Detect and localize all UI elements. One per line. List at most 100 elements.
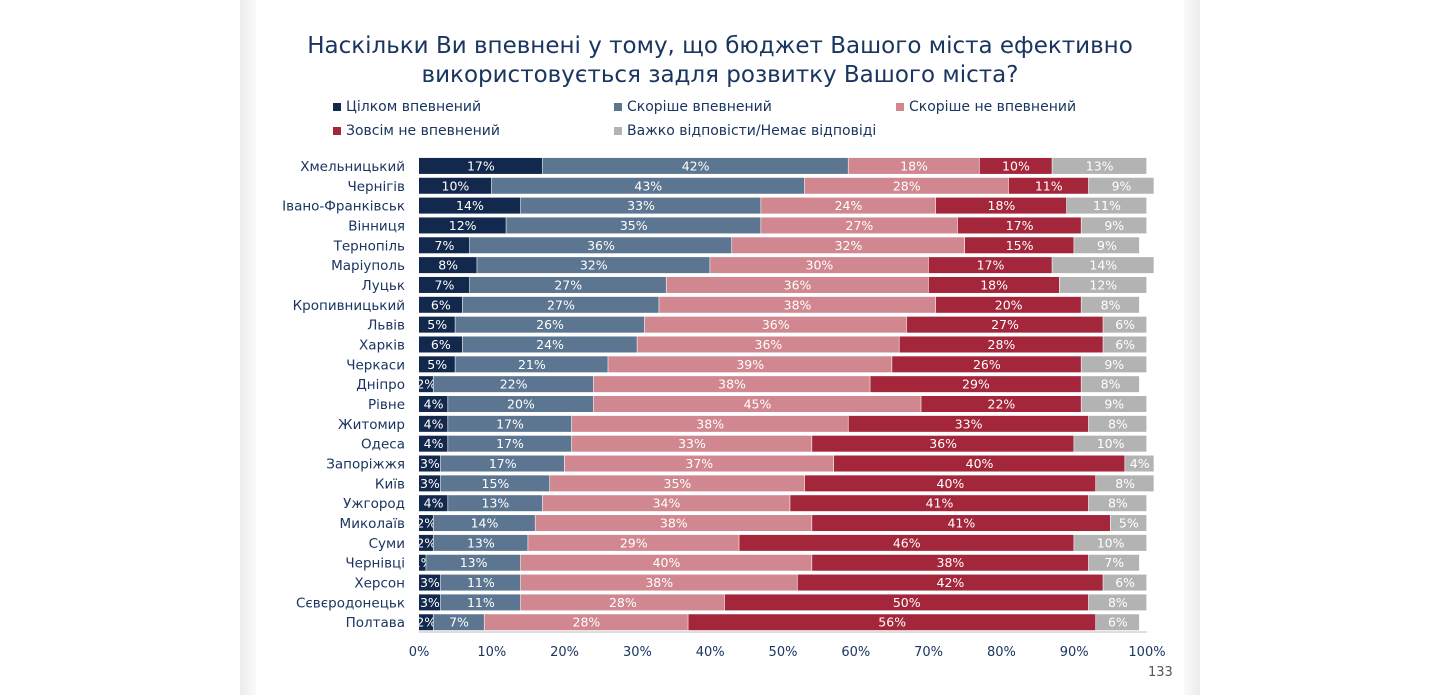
data-label: 9%: [1104, 218, 1124, 233]
category-label: Тернопіль: [333, 238, 405, 254]
data-label: 9%: [1097, 238, 1117, 253]
data-label: 14%: [471, 516, 499, 531]
data-label: 22%: [500, 377, 528, 392]
data-label: 50%: [893, 595, 921, 610]
bar-segment: [419, 435, 448, 452]
category-label: Сєвєродонецьк: [296, 595, 405, 611]
bar-segment: [419, 177, 492, 194]
bar-segment: [979, 157, 1052, 174]
category-label: Харків: [359, 337, 405, 353]
bar-segment: [593, 396, 921, 412]
data-label: 9%: [1104, 397, 1124, 412]
bar-segment: [1103, 574, 1147, 591]
bar-segment: [535, 515, 812, 532]
bar-segment: [491, 177, 805, 194]
legend-item-1: Цілком впевнений: [333, 99, 481, 115]
chart-title: Наскільки Ви впевнені у тому, що бюджет …: [256, 32, 1184, 90]
legend-swatch-5: [614, 127, 622, 135]
data-label: 15%: [1006, 238, 1034, 253]
bar-segment: [455, 356, 608, 373]
x-tick-label: 0%: [409, 645, 430, 660]
bar-segment: [812, 435, 1074, 452]
data-label: 11%: [1093, 198, 1121, 213]
data-label: 42%: [682, 158, 710, 173]
bar-segment: [448, 396, 594, 412]
bar-segment: [419, 276, 470, 293]
data-label: 41%: [947, 516, 975, 531]
data-label: 28%: [573, 615, 601, 630]
data-label: 3%: [420, 456, 440, 471]
data-label: 28%: [988, 337, 1016, 352]
bar-segment: [419, 495, 448, 512]
bar-segment: [419, 376, 433, 393]
bar-segment: [1088, 415, 1147, 432]
bar-segment: [462, 336, 637, 353]
bar-segment: [564, 455, 834, 472]
legend-swatch-3: [896, 103, 904, 111]
bar-segment: [419, 197, 521, 214]
data-label: 5%: [1119, 516, 1139, 531]
bar-segment: [957, 217, 1081, 234]
bar-segment: [419, 554, 426, 571]
bar-segment: [1088, 554, 1140, 571]
bar-segment: [419, 534, 433, 551]
bar-segment: [637, 336, 899, 353]
data-label: 27%: [991, 317, 1019, 332]
bar-segment: [440, 594, 521, 611]
data-label: 13%: [460, 555, 488, 570]
bar-segment: [1096, 614, 1140, 631]
bar-segment: [906, 316, 1103, 333]
data-label: 43%: [634, 178, 662, 193]
data-label: 9%: [1112, 178, 1132, 193]
bar-segment: [455, 316, 645, 333]
bar-segment: [1103, 316, 1147, 333]
category-label: Львів: [367, 318, 405, 334]
slide-edge-left: [240, 0, 256, 695]
data-label: 40%: [937, 476, 965, 491]
bar-segment: [1110, 515, 1147, 532]
bar-segment: [1088, 594, 1147, 611]
data-label: 32%: [580, 258, 608, 273]
data-label: 4%: [424, 397, 444, 412]
data-label: 9%: [1104, 357, 1124, 372]
data-label: 13%: [482, 496, 510, 511]
x-tick-label: 100%: [1128, 645, 1165, 660]
data-label: 6%: [1115, 337, 1135, 352]
data-label: 7%: [435, 277, 455, 292]
bar-segment: [1052, 157, 1147, 174]
data-label: 30%: [806, 258, 834, 273]
data-label: 3%: [420, 595, 440, 610]
data-label: 27%: [846, 218, 874, 233]
bar-segment: [419, 237, 470, 254]
bar-segment: [419, 455, 441, 472]
bar-segment: [1088, 177, 1154, 194]
bar-segment: [484, 614, 688, 631]
bar-segment: [440, 574, 521, 591]
category-label: Луцьк: [362, 278, 405, 294]
bar-segment: [710, 257, 928, 274]
data-label: 28%: [609, 595, 637, 610]
data-label: 10%: [442, 178, 470, 193]
bar-segment: [419, 594, 441, 611]
data-label: 4%: [424, 496, 444, 511]
bar-segment: [1081, 356, 1147, 373]
category-label: Хмельницький: [300, 159, 405, 175]
bar-segment: [1074, 435, 1147, 452]
bar-segment: [419, 396, 448, 412]
bar-segment: [433, 515, 535, 532]
data-label: 8%: [1108, 416, 1128, 431]
data-label: 18%: [980, 277, 1008, 292]
category-label: Суми: [369, 536, 405, 552]
bar-segment: [419, 415, 448, 432]
data-label: 29%: [620, 535, 648, 550]
data-label: 8%: [1115, 476, 1135, 491]
data-label: 5%: [427, 317, 447, 332]
bar-segment: [848, 157, 979, 174]
bar-segment: [542, 495, 790, 512]
bar-segment: [469, 276, 666, 293]
data-label: 32%: [835, 238, 863, 253]
bar-segment: [1103, 336, 1147, 353]
bar-segment: [419, 257, 477, 274]
data-label: 10%: [1097, 535, 1125, 550]
